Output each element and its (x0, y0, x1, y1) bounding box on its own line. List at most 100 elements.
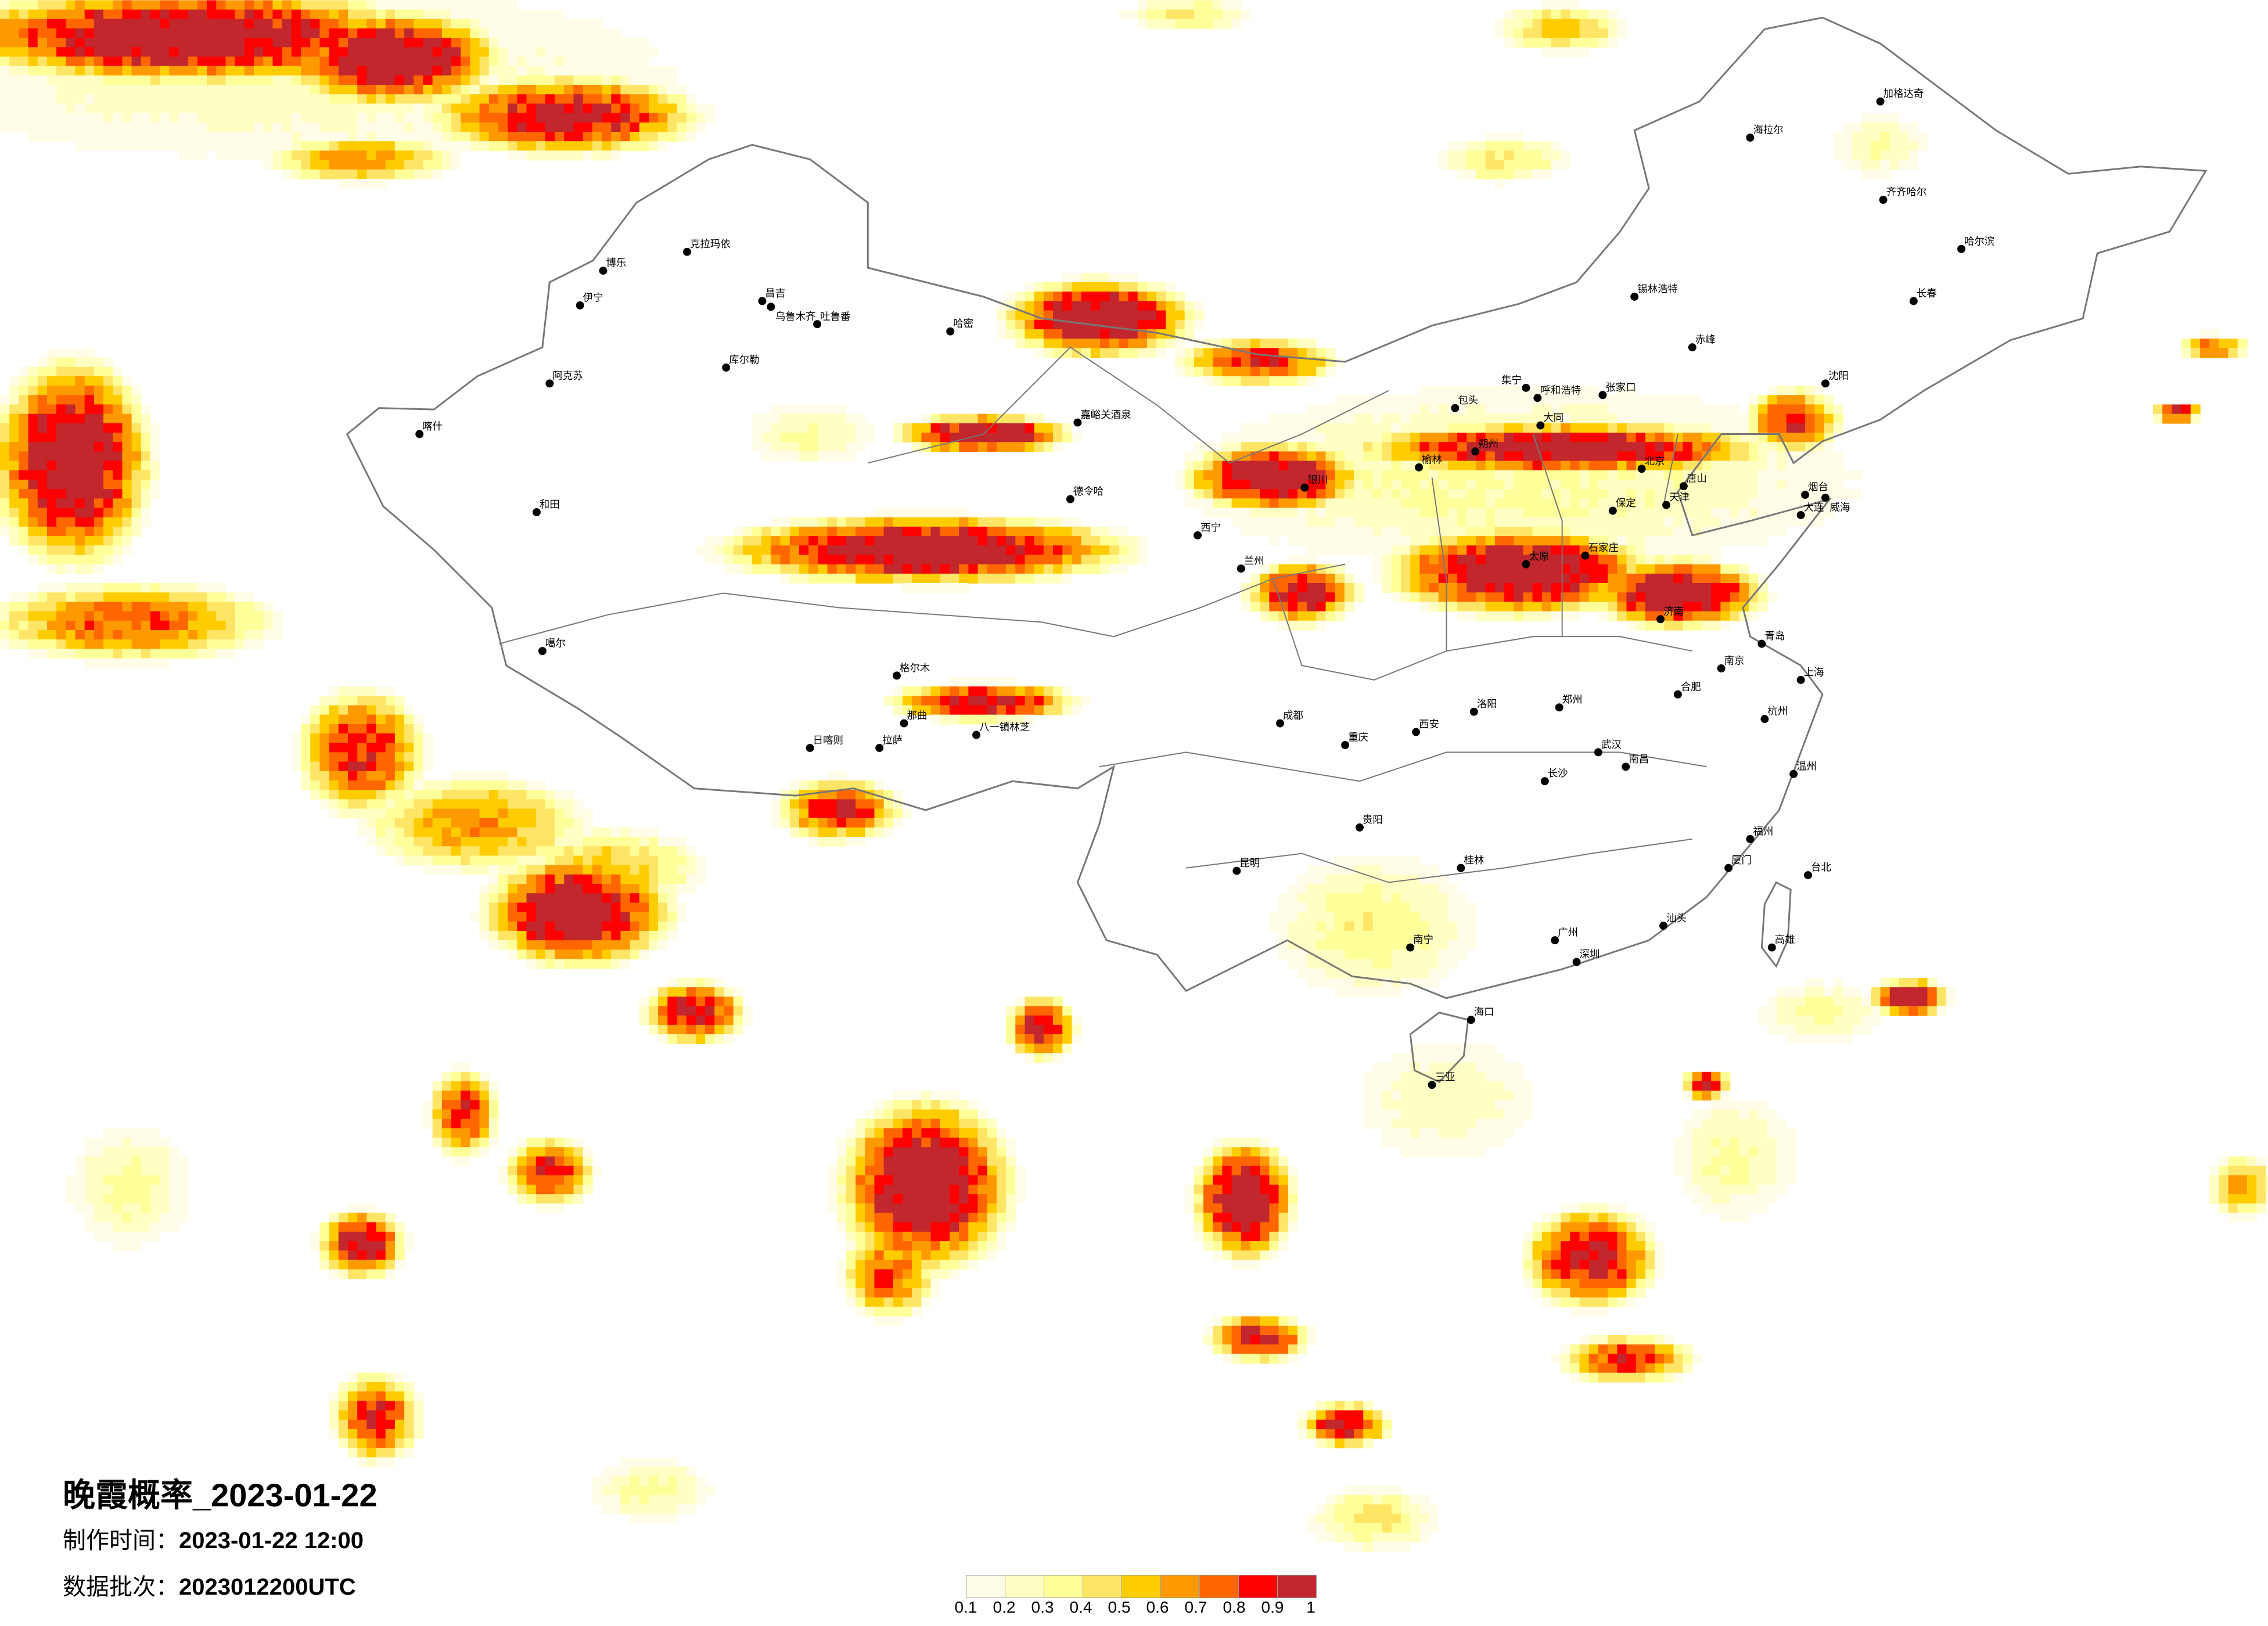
heat-cell (535, 902, 546, 913)
heat-cell (611, 921, 621, 931)
heat-cell (197, 649, 207, 659)
heat-cell (122, 611, 132, 621)
heat-cell (959, 517, 969, 527)
heat-cell (432, 28, 443, 38)
heat-cell (1241, 1231, 1251, 1242)
heat-cell (498, 9, 508, 20)
heat-cell (1053, 545, 1063, 556)
heat-cell (1090, 536, 1101, 546)
heat-cell (0, 451, 10, 462)
heat-cell (169, 28, 179, 38)
heat-cell (113, 433, 123, 443)
heat-cell (301, 103, 311, 114)
heat-cell (893, 1185, 903, 1195)
heat-cell (1363, 1071, 1374, 1082)
heat-cell (37, 85, 48, 95)
heat-cell (56, 620, 67, 631)
heat-cell (940, 1100, 950, 1110)
heat-cell (1250, 1203, 1260, 1214)
heat-cell (141, 66, 151, 76)
heat-cell (912, 1250, 922, 1261)
heat-cell (404, 28, 415, 38)
heat-cell (19, 602, 29, 612)
heat-cell (930, 1213, 941, 1223)
heat-cell (1034, 545, 1044, 556)
heat-cell (282, 160, 292, 170)
heat-cell (921, 1288, 932, 1298)
heat-cell (37, 555, 48, 565)
heat-cell (0, 47, 10, 57)
heat-cell (1043, 536, 1054, 546)
heat-cell (423, 19, 433, 29)
heat-cell (188, 56, 198, 67)
heat-cell (366, 1269, 377, 1279)
heat-cell (28, 122, 38, 132)
heat-cell (987, 696, 997, 706)
heat-cell (150, 1128, 160, 1138)
heat-cell (874, 1213, 885, 1223)
heat-cell (930, 433, 941, 443)
heat-cell (479, 122, 490, 132)
heat-cell (714, 977, 725, 988)
heat-cell (1015, 1024, 1026, 1035)
heat-cell (968, 1128, 979, 1138)
heat-cell (648, 837, 659, 847)
heat-cell (1250, 376, 1260, 386)
heat-cell (827, 1175, 838, 1185)
heat-cell (1325, 865, 1336, 875)
heat-cell (1025, 1015, 1035, 1026)
heat-cell (620, 921, 631, 931)
heat-cell (1175, 19, 1185, 29)
heat-cell (1053, 526, 1063, 537)
heat-cell (113, 376, 123, 386)
heat-cell (244, 592, 254, 603)
heat-cell (968, 555, 979, 565)
heat-cell (555, 141, 565, 152)
heat-cell (1184, 479, 1195, 490)
heat-cell (508, 1175, 518, 1185)
heat-cell (968, 1203, 979, 1214)
heat-cell (1175, 9, 1185, 20)
heat-cell (987, 1138, 997, 1148)
heat-cell (385, 1438, 396, 1449)
heat-cell (883, 827, 894, 837)
heat-cell (1269, 1316, 1279, 1326)
heat-cell (1072, 310, 1082, 321)
heat-cell (131, 526, 142, 537)
heat-cell (535, 103, 546, 114)
heat-cell (263, 132, 274, 142)
heat-cell (1250, 1231, 1260, 1242)
heat-cell (1194, 498, 1204, 509)
heat-cell (46, 602, 57, 612)
heat-cell (461, 47, 471, 57)
heat-cell (1241, 1354, 1251, 1364)
heat-cell (808, 827, 819, 837)
heat-cell (84, 1203, 95, 1214)
heat-cell (761, 433, 772, 443)
heat-cell (376, 94, 386, 105)
heat-cell (291, 56, 301, 67)
heat-cell (394, 827, 405, 837)
heat-cell (394, 1231, 405, 1242)
heat-cell (46, 47, 57, 57)
heat-cell (996, 696, 1007, 706)
heat-cell (630, 1495, 640, 1505)
heat-cell (1372, 461, 1383, 471)
heat-cell (0, 620, 10, 631)
heat-cell (555, 1203, 565, 1214)
heat-cell (103, 386, 114, 396)
heat-cell (1297, 339, 1307, 349)
heat-cell (846, 1185, 856, 1195)
heat-cell (658, 66, 668, 76)
heat-cell (1090, 339, 1101, 349)
heat-cell (620, 874, 631, 884)
heat-cell (376, 0, 386, 10)
heat-cell (1241, 1250, 1251, 1261)
heat-cell (131, 1138, 142, 1148)
heat-cell (423, 799, 433, 810)
heat-cell (103, 1165, 114, 1176)
heat-cell (470, 1081, 480, 1091)
heat-cell (526, 66, 537, 76)
heat-cell (103, 47, 114, 57)
heat-cell (733, 564, 743, 574)
